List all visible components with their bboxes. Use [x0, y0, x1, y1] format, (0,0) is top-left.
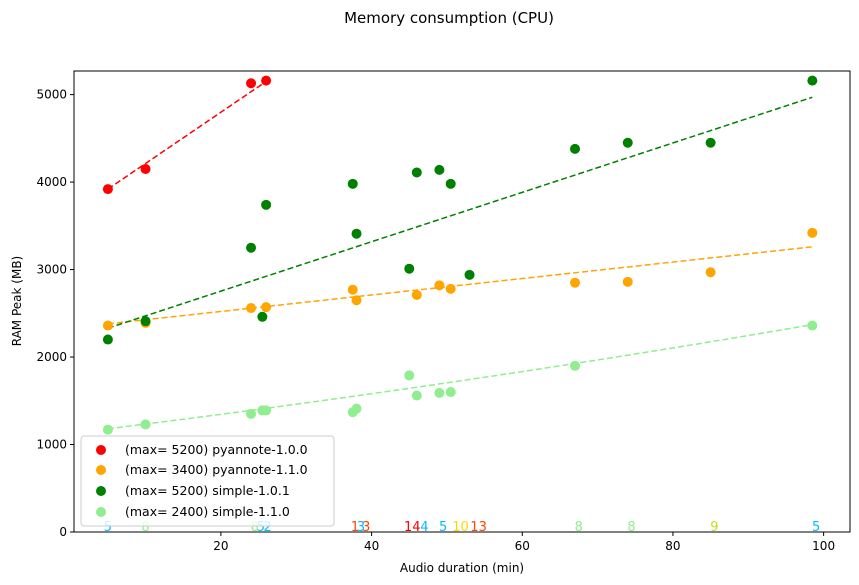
data-point [351, 295, 362, 306]
data-point [807, 320, 818, 331]
y-axis-label: RAM Peak (MB) [10, 256, 24, 347]
data-point [411, 289, 422, 300]
count-label: 3 [362, 520, 370, 535]
count-label: 2 [263, 520, 271, 535]
data-point [246, 242, 257, 253]
data-point [445, 283, 456, 294]
data-point [261, 302, 272, 313]
legend: (max= 5200) pyannote-1.0.0 (max= 3400) p… [80, 435, 335, 527]
fit-line [107, 323, 813, 430]
y-tick-label: 5000 [36, 88, 67, 102]
count-label: 8 [575, 520, 583, 535]
legend-entry: (max= 3400) pyannote-1.1.0 [96, 462, 308, 477]
data-point [246, 78, 257, 89]
y-tick-label: 0 [59, 525, 67, 539]
data-point [347, 284, 358, 295]
data-point [807, 227, 818, 238]
data-point [140, 419, 151, 430]
count-label: 13 [470, 520, 487, 535]
legend-entry: (max= 5200) pyannote-1.0.0 [96, 442, 308, 457]
data-point [570, 277, 581, 288]
data-point [570, 360, 581, 371]
data-point [705, 267, 716, 278]
x-tick-label: 80 [665, 539, 680, 553]
data-point [102, 320, 113, 331]
data-point [351, 403, 362, 414]
data-point [622, 137, 633, 148]
data-point [404, 263, 415, 274]
plot-frame [73, 70, 851, 533]
legend-entry: (max= 5200) simple-1.0.1 [96, 483, 290, 498]
count-label: 8 [251, 520, 259, 535]
legend-box [80, 435, 335, 527]
legend-label: (max= 3400) pyannote-1.1.0 [125, 462, 308, 477]
data-point [102, 424, 113, 435]
count-label: 1 [351, 520, 359, 535]
legend-label: (max= 5200) simple-1.0.1 [125, 483, 290, 498]
data-point [246, 303, 257, 314]
data-point [807, 75, 818, 86]
fit-lines [107, 80, 813, 430]
x-axis: 20 40 60 80 100 [213, 532, 835, 553]
data-point [464, 269, 475, 280]
data-point [102, 334, 113, 345]
fit-line [107, 246, 813, 325]
data-point [570, 143, 581, 154]
data-point [434, 280, 445, 291]
y-axis: 0 1000 2000 3000 4000 5000 [36, 88, 74, 539]
count-label: 14 [404, 520, 421, 535]
legend-marker [96, 507, 106, 517]
x-tick-label: 40 [364, 539, 379, 553]
data-point [102, 184, 113, 195]
data-points [102, 75, 818, 435]
data-point [411, 167, 422, 178]
data-point [445, 178, 456, 189]
y-tick-label: 2000 [36, 350, 67, 364]
count-label: 10 [452, 520, 469, 535]
count-label: 3 [357, 520, 365, 535]
legend-marker [96, 486, 106, 496]
data-point [261, 405, 272, 416]
y-tick-label: 1000 [36, 438, 67, 452]
count-label: 5 [812, 520, 820, 535]
data-point [140, 316, 151, 327]
count-label: 5 [439, 520, 447, 535]
legend-marker [96, 465, 106, 475]
legend-entry: (max= 2400) simple-1.1.0 [96, 504, 290, 519]
data-point [347, 178, 358, 189]
x-axis-label: Audio duration (min) [400, 561, 524, 575]
count-label: 8 [141, 520, 149, 535]
data-point [351, 228, 362, 239]
legend-label: (max= 2400) simple-1.1.0 [125, 504, 290, 519]
fit-line [107, 80, 267, 190]
y-tick-label: 3000 [36, 263, 67, 277]
chart-title: Memory consumption (CPU) [344, 9, 554, 27]
y-tick-label: 4000 [36, 175, 67, 189]
count-label: 5 [257, 520, 265, 535]
x-tick-label: 100 [812, 539, 835, 553]
count-label: 9 [710, 520, 718, 535]
data-point [434, 164, 445, 175]
data-point [261, 75, 272, 86]
data-point [622, 276, 633, 287]
count-label: 4 [420, 520, 428, 535]
data-point [140, 163, 151, 174]
legend-marker [96, 445, 106, 455]
fit-line [107, 96, 813, 329]
x-tick-label: 60 [515, 539, 530, 553]
data-point [246, 408, 257, 419]
x-tick-label: 20 [213, 539, 228, 553]
count-label: 8 [627, 520, 635, 535]
count-annotations: 5 8 852 133 14 4 5 10 13 8 8 9 5 [104, 520, 820, 535]
data-point [261, 199, 272, 210]
data-point [705, 137, 716, 148]
data-point [404, 370, 415, 381]
legend-label: (max= 5200) pyannote-1.0.0 [125, 442, 308, 457]
data-point [257, 311, 268, 322]
count-label: 5 [104, 520, 112, 535]
data-point [445, 387, 456, 398]
data-point [411, 390, 422, 401]
data-point [434, 387, 445, 398]
